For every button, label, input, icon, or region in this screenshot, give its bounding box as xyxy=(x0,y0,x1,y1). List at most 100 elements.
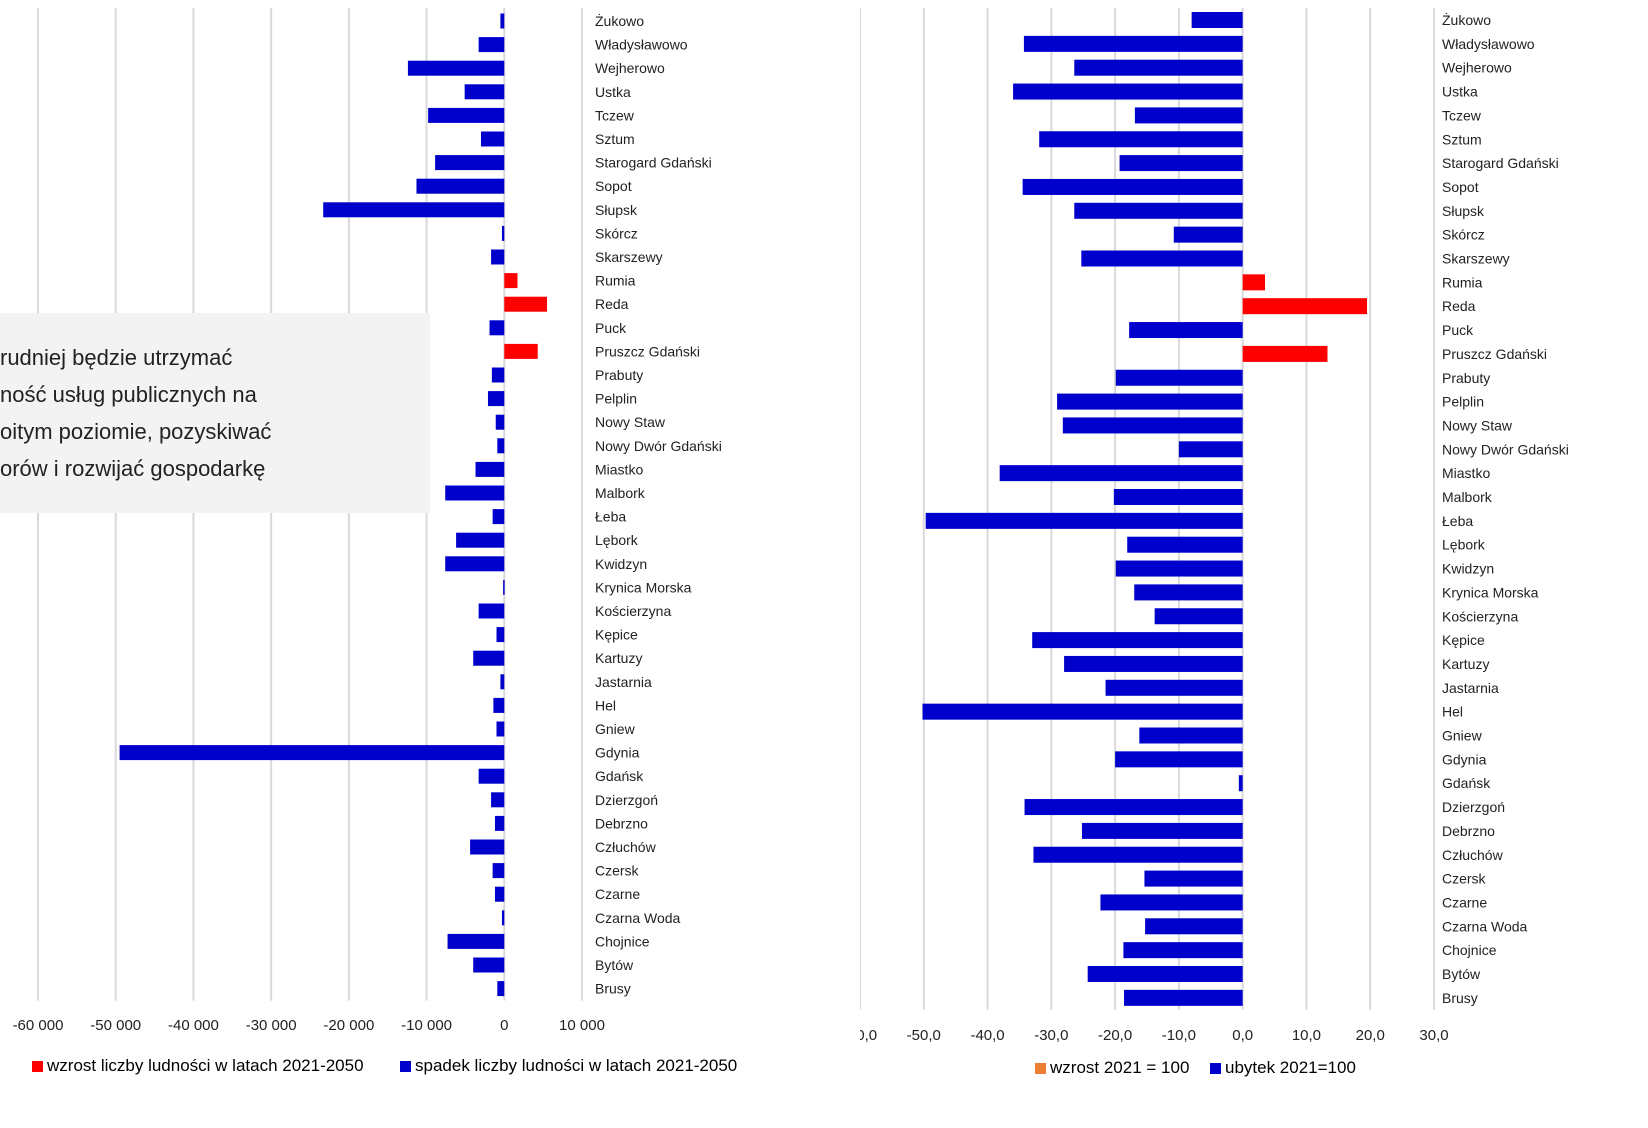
right-x-tick-label: 20,0 xyxy=(1356,1027,1385,1044)
left-category-label: Kościerzyna xyxy=(595,603,671,619)
right-category-label: Chojnice xyxy=(1442,942,1497,958)
right-category-label: Rumia xyxy=(1442,274,1483,290)
left-category-label: Tczew xyxy=(595,107,635,123)
right-category-label: Nowy Staw xyxy=(1442,417,1513,433)
legend-swatch-right-decrease xyxy=(1210,1062,1221,1074)
left-bar xyxy=(407,60,505,76)
chart-population-change: -60 000 -50 000 -40 000 -30 000 -20 000 -10 0… xyxy=(13,8,722,1034)
left-bar xyxy=(464,84,505,100)
left-category-label: Słupsk xyxy=(595,202,638,218)
left-x-tick-label: -20 000 xyxy=(323,1017,374,1034)
right-category-label: Czarne xyxy=(1442,894,1487,910)
right-bar xyxy=(925,512,1243,529)
right-bar xyxy=(1144,870,1243,887)
left-bar xyxy=(489,320,505,336)
left-bar xyxy=(503,579,505,595)
right-bar xyxy=(1134,107,1243,124)
left-bar xyxy=(501,910,505,926)
left-bar xyxy=(501,225,505,241)
left-bar xyxy=(475,461,505,477)
legend-right-decrease-label: ubytek 2021=100 xyxy=(1225,1058,1356,1077)
right-bar xyxy=(1124,989,1243,1006)
right-category-label: Kościerzyna xyxy=(1442,608,1518,624)
right-category-label: Gdynia xyxy=(1442,751,1487,767)
right-bar xyxy=(1081,250,1243,267)
right-bar xyxy=(999,465,1243,482)
left-category-label: Lębork xyxy=(595,532,639,548)
right-bar xyxy=(1032,632,1243,649)
left-category-label: Starogard Gdański xyxy=(595,155,712,171)
right-category-label: Skarszewy xyxy=(1442,251,1510,267)
right-bar xyxy=(1022,178,1243,195)
chart-population-index: -60,0 -50,0 -40,0 -30,0 -20,0 -10,0 0,0 10,0 20,… xyxy=(860,8,1569,1044)
right-bar xyxy=(1134,584,1243,601)
left-bar xyxy=(470,839,505,855)
right-category-label: Kępice xyxy=(1442,632,1485,648)
left-bar xyxy=(480,131,505,147)
right-bar xyxy=(1238,775,1243,792)
left-category-label: Łeba xyxy=(595,509,626,525)
left-bar xyxy=(493,697,505,713)
left-x-tick-label: -50 000 xyxy=(90,1017,141,1034)
left-bar xyxy=(496,721,505,737)
right-category-label: Starogard Gdański xyxy=(1442,155,1559,171)
left-category-label: Czarna Woda xyxy=(595,910,681,926)
right-category-label: Wejherowo xyxy=(1442,60,1512,76)
left-category-label: Wejherowo xyxy=(595,60,665,76)
left-x-tick-label: 0 xyxy=(500,1017,508,1034)
right-x-tick-label: 10,0 xyxy=(1292,1027,1321,1044)
right-bar xyxy=(1033,846,1243,863)
left-bar xyxy=(428,107,505,123)
right-bar xyxy=(1242,298,1368,315)
right-x-tick-label: 0,0 xyxy=(1232,1027,1253,1044)
left-x-tick-label: 10 000 xyxy=(559,1017,605,1034)
right-category-label: Gniew xyxy=(1442,728,1483,744)
legend-left-decrease: spadek liczby ludności w latach 2021-205… xyxy=(400,1056,737,1076)
left-category-label: Miastko xyxy=(595,461,643,477)
right-bar xyxy=(1039,131,1243,148)
left-category-label: Kartuzy xyxy=(595,650,642,666)
right-x-tick-label: -10,0 xyxy=(1162,1027,1196,1044)
left-category-label: Chojnice xyxy=(595,933,650,949)
right-category-label: Czersk xyxy=(1442,871,1487,887)
right-category-label: Pruszcz Gdański xyxy=(1442,346,1547,362)
left-bar xyxy=(492,863,505,879)
left-category-label: Ustka xyxy=(595,84,631,100)
left-category-label: Krynica Morska xyxy=(595,579,692,595)
left-category-label: Pruszcz Gdański xyxy=(595,343,700,359)
right-category-label: Czarna Woda xyxy=(1442,918,1528,934)
right-category-label: Sopot xyxy=(1442,179,1479,195)
left-category-label: Kępice xyxy=(595,627,638,643)
legend-swatch-increase xyxy=(32,1060,43,1072)
left-bar xyxy=(491,249,505,265)
left-bar xyxy=(500,13,505,29)
left-category-label: Hel xyxy=(595,697,616,713)
left-category-label: Brusy xyxy=(595,981,631,997)
right-bar xyxy=(1178,441,1243,458)
left-bar xyxy=(119,745,505,761)
left-category-label: Gniew xyxy=(595,721,636,737)
right-bar xyxy=(1139,727,1243,744)
left-category-label: Skórcz xyxy=(595,225,638,241)
left-bar xyxy=(416,178,505,194)
left-category-label: Czersk xyxy=(595,863,640,879)
right-category-label: Gdańsk xyxy=(1442,775,1491,791)
left-bar xyxy=(478,603,505,619)
left-category-label: Żukowo xyxy=(595,12,644,29)
right-category-label: Nowy Dwór Gdański xyxy=(1442,441,1569,457)
left-category-label: Prabuty xyxy=(595,367,643,383)
right-bar xyxy=(1057,393,1243,410)
left-bar xyxy=(487,391,505,407)
right-x-tick-label: -30,0 xyxy=(1034,1027,1068,1044)
left-category-label: Władysławowo xyxy=(595,37,688,53)
left-x-tick-label: -30 000 xyxy=(246,1017,297,1034)
legend-right-increase: wzrost 2021 = 100 xyxy=(1035,1058,1189,1078)
note-line-3: oitym poziomie, pozyskiwać xyxy=(0,419,272,444)
left-bar xyxy=(447,933,505,949)
right-category-label: Puck xyxy=(1442,322,1474,338)
left-bar xyxy=(492,509,505,525)
left-bar xyxy=(497,981,505,997)
right-category-label: Bytów xyxy=(1442,966,1481,982)
right-x-tick-label: 30,0 xyxy=(1419,1027,1448,1044)
left-bar xyxy=(445,556,505,572)
